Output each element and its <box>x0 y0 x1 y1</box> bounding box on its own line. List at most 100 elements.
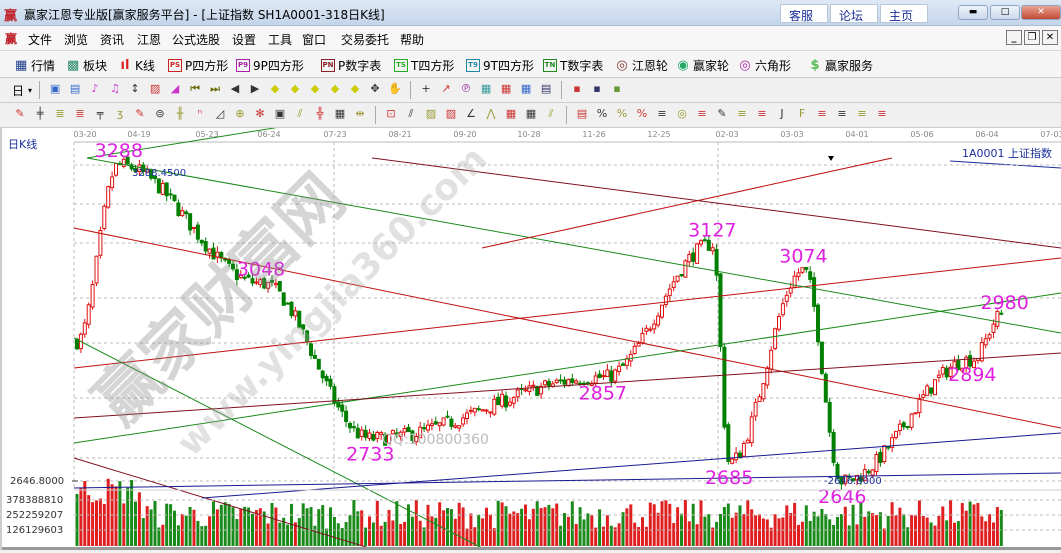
cross-icon[interactable]: + <box>421 82 431 95</box>
grid-icon[interactable]: ▦ <box>334 107 346 120</box>
shrink-icon[interactable]: ◆ <box>330 82 340 95</box>
notes-icon[interactable]: ▤ <box>540 82 552 95</box>
lines-icon[interactable]: ╪ <box>36 107 44 120</box>
j-icon[interactable]: J <box>780 107 784 120</box>
toolbar-pn-button[interactable]: PN P数字表 <box>321 57 381 74</box>
menu-8[interactable]: 交易委托 <box>341 33 390 47</box>
palette-icon[interactable]: ▦ <box>480 82 492 95</box>
box-icon[interactable]: ▣ <box>274 107 286 120</box>
target-icon[interactable]: ⊕ <box>235 107 245 120</box>
percent2-icon[interactable]: % <box>636 107 648 120</box>
n2-icon[interactable]: ⁿ <box>197 107 203 120</box>
toolbar-hexagon-button[interactable]: ◎ 六角形 <box>738 57 791 74</box>
square-icon[interactable]: ▨ <box>425 107 437 120</box>
menu-9[interactable]: 帮助 <box>400 33 425 47</box>
range-icon[interactable]: ⇹ <box>355 107 365 120</box>
parallel-icon[interactable]: ╫ <box>176 107 184 120</box>
fit-icon[interactable]: ◆ <box>350 82 360 95</box>
percent-icon[interactable]: % <box>616 107 628 120</box>
angle-icon[interactable]: ◿ <box>215 107 225 120</box>
bar-icon[interactable]: ↕ <box>130 82 140 95</box>
f-icon[interactable]: F <box>798 107 806 120</box>
angle2-icon[interactable]: ∠ <box>466 107 476 120</box>
menu-5[interactable]: 设置 <box>232 33 257 47</box>
calendar-icon[interactable]: ▦ <box>500 82 512 95</box>
gann-icon[interactable]: ╬ <box>316 107 324 120</box>
export-icon[interactable]: ▪ <box>613 82 621 95</box>
wave-icon[interactable]: ⋀ <box>486 107 496 120</box>
eraser-icon[interactable]: ✎ <box>135 107 145 120</box>
menu-1[interactable]: 浏览 <box>64 33 89 47</box>
calculator-icon[interactable]: ▦ <box>520 82 532 95</box>
toolbar-p9-button[interactable]: P9 9P四方形 <box>236 57 304 74</box>
toolbar-tn-button[interactable]: TN T数字表 <box>543 57 603 74</box>
gold-circle-icon[interactable]: ◎ <box>677 107 687 120</box>
gold4-icon[interactable]: ≡ <box>817 107 827 120</box>
save-icon[interactable]: ▪ <box>573 82 581 95</box>
last-icon[interactable]: ⏭ <box>210 82 220 95</box>
grid3-icon[interactable]: ▦ <box>525 107 537 120</box>
grid2-icon[interactable]: ▦ <box>505 107 517 120</box>
toolbar-blocks-button[interactable]: ▩ 板块 <box>66 57 107 74</box>
spiral-icon[interactable]: ʒ <box>116 107 124 120</box>
menu-6[interactable]: 工具 <box>268 33 293 47</box>
chart-icon[interactable]: ▣ <box>49 82 61 95</box>
child-close-button[interactable]: ✕ <box>1042 30 1058 45</box>
first-icon[interactable]: ⏮ <box>190 82 200 95</box>
triangle-icon[interactable]: ◢ <box>170 82 180 95</box>
move-icon[interactable]: ✥ <box>370 82 380 95</box>
child-minimize-button[interactable]: _ <box>1006 30 1022 45</box>
child-restore-button[interactable]: ❐ <box>1024 30 1040 45</box>
level2-icon[interactable]: ≡ <box>737 107 747 120</box>
forum-link[interactable]: 论坛 <box>830 4 878 23</box>
toolbar-ps-button[interactable]: PS P四方形 <box>168 57 228 74</box>
level-icon[interactable]: ≡ <box>657 107 667 120</box>
line-b-icon[interactable]: ≡ <box>857 107 867 120</box>
gold-level-icon[interactable]: ≡ <box>697 107 707 120</box>
line-c-icon[interactable]: ≡ <box>877 107 887 120</box>
color-icon[interactable]: ▨ <box>149 82 161 95</box>
line-a-icon[interactable]: ≡ <box>837 107 847 120</box>
measure-icon[interactable]: ⊡ <box>386 107 396 120</box>
right-icon[interactable]: ▶ <box>250 82 260 95</box>
toolbar-ts-button[interactable]: TS T四方形 <box>394 57 454 74</box>
gold1-icon[interactable]: ≣ <box>55 107 65 120</box>
gold2-icon[interactable]: ≣ <box>75 107 85 120</box>
doc-icon[interactable]: ▤ <box>69 82 81 95</box>
star-icon[interactable]: ✻ <box>255 107 265 120</box>
menu-0[interactable]: 文件 <box>28 33 53 47</box>
print-icon[interactable]: ▪ <box>593 82 601 95</box>
toolbar-dollar-button[interactable]: $ 赢家服务 <box>808 57 873 74</box>
toolbar-winner-wheel-button[interactable]: ◉ 赢家轮 <box>676 57 729 74</box>
pen-icon[interactable]: ✎ <box>15 107 25 120</box>
period-select[interactable]: 日 <box>12 83 25 98</box>
customer-service-link[interactable]: 客服 <box>780 4 828 23</box>
menu-4[interactable]: 公式选股 <box>172 33 221 47</box>
indicator9-icon[interactable]: ♫ <box>110 82 120 95</box>
fib-icon[interactable]: ╤ <box>96 107 104 120</box>
menu-7[interactable]: 窗口 <box>302 33 327 47</box>
square2-icon[interactable]: ▨ <box>445 107 457 120</box>
indicator-icon[interactable]: ♪ <box>91 82 99 95</box>
text-icon[interactable]: ℗ <box>460 82 472 95</box>
chart-svg[interactable]: 03-20 04-19 05-23 06-24 07-23 08-21 09-20 10-28… <box>2 92 1061 553</box>
gold3-icon[interactable]: ≡ <box>757 107 767 120</box>
homepage-link[interactable]: 主页 <box>880 4 928 23</box>
menu-3[interactable]: 江恩 <box>137 33 162 47</box>
percent-red-icon[interactable]: % <box>596 107 608 120</box>
toolbar-table-button[interactable]: ▦ 行情 <box>14 57 55 74</box>
toolbar-kline-button[interactable]: ıl K线 <box>118 57 155 74</box>
left-icon[interactable]: ◀ <box>230 82 240 95</box>
menu-2[interactable]: 资讯 <box>100 33 125 47</box>
hand-icon[interactable]: ✋ <box>388 82 402 95</box>
expand-icon[interactable]: ◆ <box>310 82 320 95</box>
fan-icon[interactable]: ⫽ <box>408 107 414 120</box>
zoom-in-icon[interactable]: ◆ <box>270 82 280 95</box>
close-button[interactable]: ✕ <box>1021 5 1061 20</box>
arrow-icon[interactable]: ⫽ <box>297 107 303 120</box>
toolbar-t9-button[interactable]: T9 9T四方形 <box>466 57 534 74</box>
lines2-icon[interactable]: ⫽ <box>548 107 554 120</box>
pen2-icon[interactable]: ✎ <box>717 107 727 120</box>
draw-icon[interactable]: ↗ <box>441 82 451 95</box>
toolbar-gann-wheel-button[interactable]: ◎ 江恩轮 <box>615 57 668 74</box>
